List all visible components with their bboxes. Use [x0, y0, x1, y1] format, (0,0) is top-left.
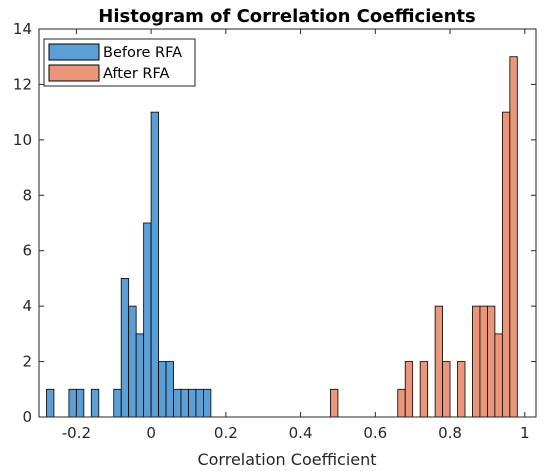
- x-tick-label: -0.2: [62, 424, 91, 442]
- x-tick-label: 0.4: [289, 424, 313, 442]
- x-axis-ticks: -0.2 0 0.2 0.4 0.6 0.8 1: [62, 29, 530, 442]
- before-rfa-bar: [203, 388, 212, 418]
- after-rfa-bar: [404, 361, 414, 418]
- after-rfa-bar: [434, 305, 443, 418]
- after-rfa-bar: [501, 111, 511, 418]
- before-rfa-bar: [150, 111, 159, 418]
- after-rfa-bar: [419, 361, 429, 418]
- y-axis-ticks: 0 2 4 6 8 10 12 14: [13, 20, 536, 426]
- after-rfa-bar: [472, 305, 481, 418]
- y-tick-label: 8: [22, 186, 32, 204]
- legend-swatch-after-rfa: [48, 64, 100, 82]
- after-rfa-bar: [487, 305, 496, 418]
- before-rfa-bar: [120, 278, 130, 418]
- x-tick-label: 0: [146, 424, 156, 442]
- chart-title: Histogram of Correlation Coefficients: [98, 6, 475, 27]
- after-rfa-bar: [479, 305, 488, 418]
- before-rfa-bar: [135, 333, 145, 418]
- y-tick-label: 14: [13, 20, 32, 38]
- before-rfa-bar: [113, 388, 122, 418]
- x-axis-label: Correlation Coefficient: [197, 450, 376, 469]
- before-rfa-bar: [90, 388, 100, 418]
- after-rfa-bar: [442, 361, 451, 418]
- x-tick-label: 0.2: [214, 424, 238, 442]
- legend: Before RFA After RFA: [43, 38, 196, 87]
- x-tick-label: 0.6: [363, 424, 387, 442]
- before-rfa-bar: [158, 361, 167, 418]
- y-tick-label: 10: [13, 131, 32, 149]
- before-rfa-bar: [46, 388, 55, 418]
- before-rfa-bar: [143, 222, 152, 418]
- before-rfa-bar: [75, 388, 85, 418]
- before-rfa-bar: [188, 388, 197, 418]
- after-rfa-bar: [397, 388, 406, 418]
- before-rfa-bar: [68, 388, 77, 418]
- x-tick-label: 1: [520, 424, 530, 442]
- before-rfa-bar: [173, 388, 182, 418]
- y-tick-label: 6: [22, 242, 32, 260]
- plot-area-frame: [38, 28, 537, 418]
- y-tick-label: 12: [13, 75, 32, 93]
- y-tick-label: 2: [22, 353, 32, 371]
- after-rfa-bar: [330, 388, 339, 418]
- legend-label-before-rfa: Before RFA: [103, 45, 182, 61]
- y-tick-label: 0: [22, 408, 32, 426]
- legend-swatch-before-rfa: [48, 43, 100, 61]
- before-rfa-bar: [165, 361, 174, 418]
- before-rfa-bar: [180, 388, 189, 418]
- after-rfa-bar: [457, 361, 466, 418]
- after-rfa-bar: [509, 56, 518, 418]
- before-rfa-bar: [195, 388, 204, 418]
- y-tick-label: 4: [22, 297, 32, 315]
- before-rfa-bar: [128, 305, 137, 418]
- legend-label-after-rfa: After RFA: [103, 66, 170, 82]
- x-tick-label: 0.8: [438, 424, 462, 442]
- after-rfa-bars: [330, 56, 518, 418]
- after-rfa-bar: [494, 333, 503, 418]
